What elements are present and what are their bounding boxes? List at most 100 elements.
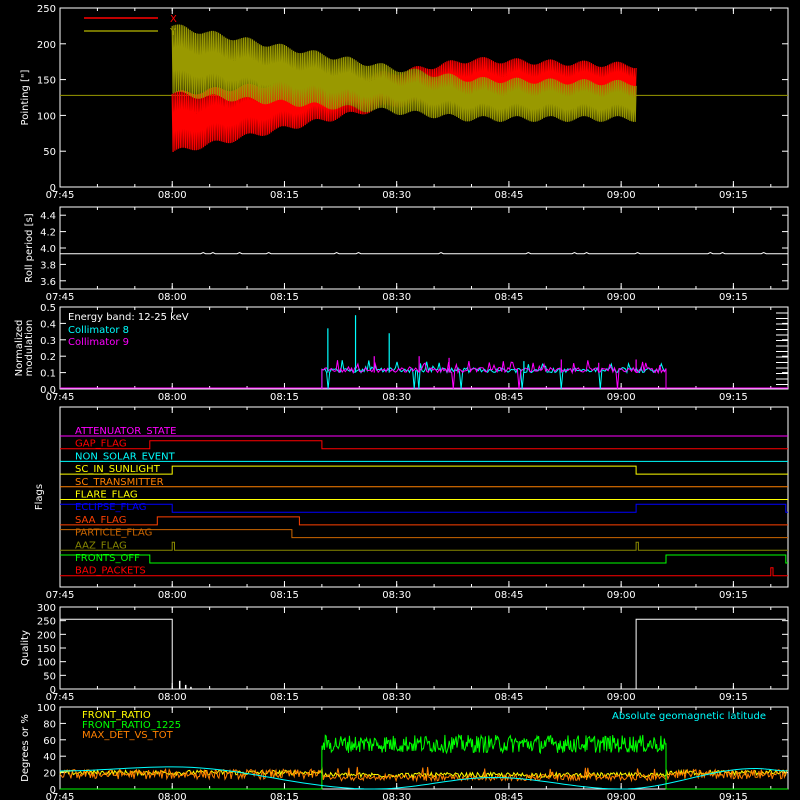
x-tick-label: 09:00 <box>607 792 636 800</box>
flag-line-eclipse-flag <box>60 503 788 513</box>
panel-frame-3 <box>59 406 789 588</box>
x-tick-label: 08:15 <box>270 792 299 800</box>
x-tick-label: 08:00 <box>158 692 187 703</box>
x-tick-label: 08:15 <box>270 392 299 403</box>
flag-line-fronts-off <box>60 554 788 564</box>
panel-frame-5 <box>59 706 789 790</box>
y-tick-label: 80 <box>43 719 56 730</box>
flag-label-eclipse-flag: ECLIPSE_FLAG <box>75 502 146 513</box>
x-tick-label: 09:00 <box>607 590 636 601</box>
geomagnetic-latitude-line <box>59 766 789 790</box>
legend-label-y: Y <box>169 27 177 38</box>
x-tick-label: 09:00 <box>607 392 636 403</box>
x-tick-label: 09:00 <box>607 190 636 201</box>
x-tick-label: 08:00 <box>158 792 187 800</box>
y-tick-label: 60 <box>43 736 56 747</box>
x-tick-label: 07:45 <box>46 792 75 800</box>
x-tick-label: 07:45 <box>46 590 75 601</box>
flag-line-particle-flag <box>60 529 788 539</box>
x-tick-label: 07:45 <box>46 292 75 303</box>
x-tick-label: 08:45 <box>495 792 524 800</box>
y-tick-label: 4.2 <box>40 228 56 239</box>
flag-label-attenuator-state: ATTENUATOR_STATE <box>75 426 176 437</box>
y-tick-label: 3.6 <box>40 277 56 288</box>
flag-line-aaz-flag <box>60 541 788 551</box>
y-tick-label: 4.0 <box>40 244 56 255</box>
legend-label-x: X <box>170 14 177 25</box>
y-tick-label: 100 <box>37 658 56 669</box>
roll-period-line <box>60 251 788 255</box>
y-tick-label: 0.2 <box>40 352 56 363</box>
legend-label-front-ratio: FRONT_RATIO <box>82 710 151 721</box>
x-tick-label: 07:45 <box>46 692 75 703</box>
y-tick-label: 250 <box>37 4 56 15</box>
x-tick-label: 08:45 <box>495 392 524 403</box>
x-tick-label: 09:15 <box>719 590 748 601</box>
panel-frame-2 <box>59 306 789 390</box>
flag-line-saa-flag <box>60 516 788 526</box>
quality-segment <box>635 618 786 689</box>
flag-line-bad-packets <box>60 567 788 577</box>
y-tick-label: 250 <box>37 617 56 628</box>
x-tick-label: 09:00 <box>607 292 636 303</box>
y-tick-label: 20 <box>43 769 56 780</box>
energy-band-label: Energy band: 12-25 keV <box>68 312 189 323</box>
pointing-series-y <box>171 24 637 122</box>
x-tick-label: 08:45 <box>495 692 524 703</box>
ratio-series-front-ratio-1225 <box>60 733 788 790</box>
flag-label-bad-packets: BAD_PACKETS <box>75 566 146 577</box>
flag-label-saa-flag: SAA_FLAG <box>75 515 126 526</box>
x-tick-label: 09:15 <box>719 292 748 303</box>
legend-label-collimator-8: Collimator 8 <box>68 325 129 336</box>
legend-label-front-ratio-1225: FRONT_RATIO_1225 <box>82 720 181 731</box>
flag-label-sc-in-sunlight: SC_IN_SUNLIGHT <box>75 464 161 475</box>
x-tick-label: 08:45 <box>495 590 524 601</box>
x-tick-label: 08:00 <box>158 292 187 303</box>
x-tick-label: 08:30 <box>382 692 411 703</box>
x-tick-label: 08:30 <box>382 590 411 601</box>
y-axis-label: Normalized <box>14 320 25 377</box>
y-tick-label: 150 <box>37 644 56 655</box>
y-tick-label: 200 <box>37 40 56 51</box>
x-tick-label: 08:30 <box>382 792 411 800</box>
x-tick-label: 08:15 <box>270 590 299 601</box>
x-tick-label: 09:15 <box>719 792 748 800</box>
quality-segment <box>60 618 173 689</box>
y-tick-label: 150 <box>37 76 56 87</box>
flag-label-particle-flag: PARTICLE_FLAG <box>75 528 152 539</box>
flag-line-gap-flag <box>60 440 788 450</box>
y-tick-label: 100 <box>37 703 56 714</box>
x-tick-label: 08:00 <box>158 590 187 601</box>
legend-label-max-det-vs-tot: MAX_DET_VS_TOT <box>82 730 174 741</box>
y-tick-label: 200 <box>37 630 56 641</box>
flag-label-sc-transmitter: SC_TRANSMITTER <box>75 477 164 488</box>
x-tick-label: 08:30 <box>382 392 411 403</box>
x-tick-label: 08:15 <box>270 692 299 703</box>
x-tick-label: 08:30 <box>382 292 411 303</box>
y-axis-label: Degrees or % <box>20 714 31 782</box>
geomagnetic-latitude-label: Absolute geomagnetic latitude <box>612 711 766 722</box>
y-tick-label: 50 <box>43 147 56 158</box>
x-tick-label: 09:15 <box>719 392 748 403</box>
panel-frame-1 <box>59 206 789 290</box>
y-tick-label: 300 <box>37 603 56 614</box>
ratio-series-max-det-vs-tot <box>59 766 789 783</box>
y-axis-label: Flags <box>34 484 45 510</box>
y-tick-label: 50 <box>43 671 56 682</box>
flag-line-sc-in-sunlight <box>60 465 788 475</box>
y-tick-label: 0.5 <box>40 303 56 314</box>
x-tick-label: 08:45 <box>495 190 524 201</box>
x-tick-label: 07:45 <box>46 190 75 201</box>
flag-label-non-solar-event: NON_SOLAR_EVENT <box>75 451 176 462</box>
y-axis-label: Quality <box>20 630 31 666</box>
y-tick-label: 0.0 <box>40 385 56 396</box>
y-tick-label: 3.8 <box>40 260 56 271</box>
y-tick-label: 100 <box>37 111 56 122</box>
y-tick-label: 40 <box>43 752 56 763</box>
y-tick-label: 4.4 <box>40 211 56 222</box>
x-tick-label: 08:15 <box>270 292 299 303</box>
flag-label-flare-flag: FLARE_FLAG <box>75 490 138 501</box>
x-tick-label: 08:00 <box>158 190 187 201</box>
flag-label-aaz-flag: AAZ_FLAG <box>75 540 127 551</box>
